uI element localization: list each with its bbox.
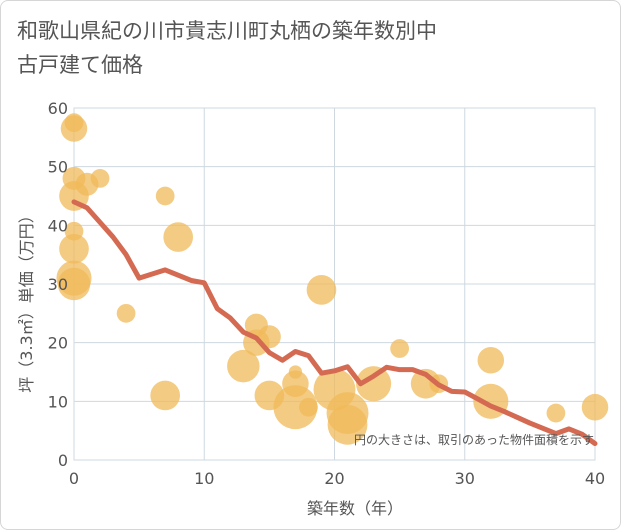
x-tick-label: 10 <box>194 469 214 488</box>
data-point <box>57 267 91 301</box>
data-point <box>150 380 181 411</box>
y-tick-label: 10 <box>48 392 68 411</box>
data-point <box>163 222 194 252</box>
data-point <box>356 366 392 402</box>
data-point <box>273 385 318 430</box>
data-point <box>60 115 88 142</box>
x-tick-label: 40 <box>585 469 605 488</box>
x-tick-label: 20 <box>324 469 344 488</box>
y-tick-label: 0 <box>58 451 68 470</box>
x-tick-label: 0 <box>69 469 79 488</box>
data-point <box>546 403 566 423</box>
y-tick-label: 60 <box>48 99 68 118</box>
chart-title: 和歌山県紀の川市貴志川町丸栖の築年数別中古戸建て価格 <box>17 19 437 77</box>
data-point <box>581 393 609 421</box>
data-point <box>390 339 410 358</box>
data-point <box>59 233 89 264</box>
average-price-line <box>71 199 598 447</box>
data-point <box>477 347 505 374</box>
x-tick-label: 30 <box>455 469 475 488</box>
data-point <box>227 349 260 383</box>
bubble-layer <box>56 113 609 445</box>
data-point <box>299 397 318 417</box>
tick-labels: 0 10 20 30 40 0 10 20 30 40 50 60 <box>48 99 606 488</box>
data-point <box>155 186 175 206</box>
y-axis-label: 坪（3.3㎡）単価（万円） <box>17 207 36 392</box>
data-point <box>306 275 337 305</box>
size-note: 円の大きさは、取引のあった物件面積を示す <box>354 432 594 447</box>
y-tick-label: 30 <box>48 275 68 294</box>
data-point <box>90 169 110 188</box>
data-point <box>116 303 136 323</box>
y-tick-label: 50 <box>48 158 68 177</box>
y-tick-label: 40 <box>48 216 68 235</box>
line-layer <box>71 199 598 447</box>
x-axis-label: 築年数（年） <box>307 499 403 518</box>
y-tick-label: 20 <box>48 334 68 353</box>
data-point <box>327 404 368 445</box>
